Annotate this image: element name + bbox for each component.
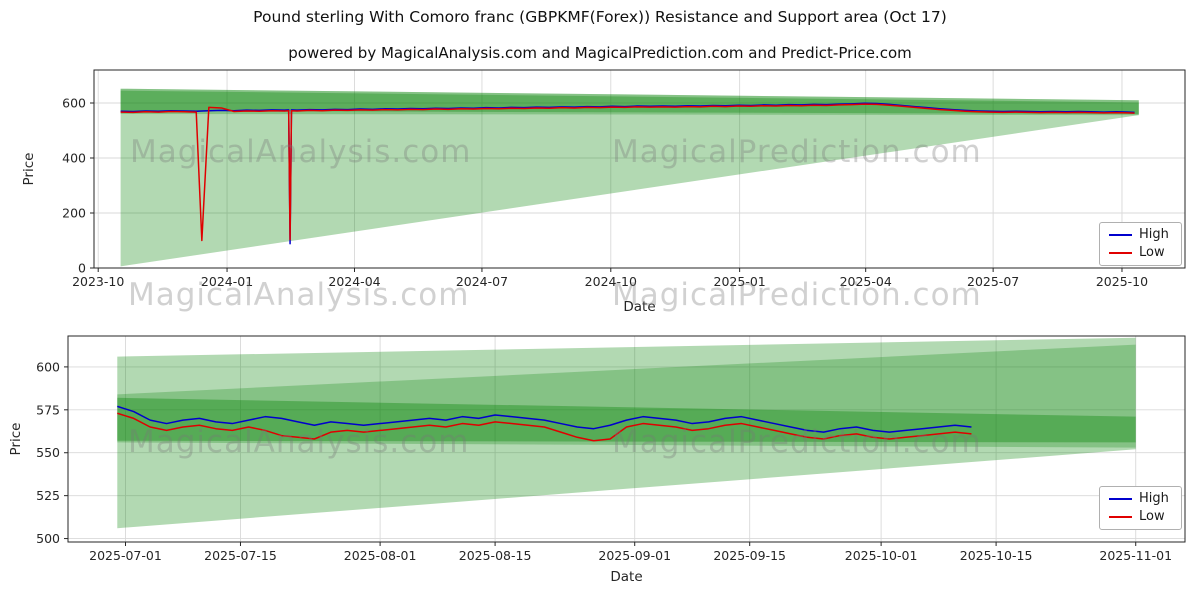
legend-label-high: High <box>1139 491 1169 506</box>
y-tick-label: 200 <box>62 206 86 221</box>
series-line-high <box>120 102 1135 245</box>
x-axis-label: Date <box>623 299 655 315</box>
x-tick-label: 2024-01 <box>201 274 253 289</box>
y-tick-label: 600 <box>36 359 60 374</box>
low-line-swatch <box>1109 252 1132 254</box>
y-tick-label: 400 <box>62 151 86 166</box>
y-tick-label: 525 <box>36 488 60 503</box>
x-tick-label: 2025-01 <box>714 274 766 289</box>
x-tick-label: 2025-09-01 <box>598 548 671 563</box>
x-tick-label: 2025-08-15 <box>459 548 532 563</box>
series-line-low <box>117 412 972 442</box>
x-tick-label: 2025-07-15 <box>204 548 277 563</box>
high-line-swatch <box>1109 234 1132 236</box>
x-tick-label: 2024-07 <box>456 274 508 289</box>
legend-top-chart: High Low <box>1099 222 1182 266</box>
x-tick-label: 2024-10 <box>585 274 637 289</box>
chart-subtitle: powered by MagicalAnalysis.com and Magic… <box>288 44 912 62</box>
x-tick-label: 2025-10-01 <box>845 548 918 563</box>
y-tick-label: 600 <box>62 96 86 111</box>
y-tick-label: 575 <box>36 402 60 417</box>
x-tick-label: 2025-08-01 <box>344 548 417 563</box>
legend-item-high: High <box>1109 228 1169 242</box>
x-tick-label: 2025-07-01 <box>89 548 162 563</box>
legend-item-low: Low <box>1109 510 1169 524</box>
low-line-swatch <box>1109 516 1132 518</box>
legend-item-high: High <box>1109 492 1169 506</box>
high-line-swatch <box>1109 498 1132 500</box>
plot-border <box>67 335 1186 543</box>
support-resistance-fan-light <box>117 337 1136 529</box>
legend-item-low: Low <box>1109 246 1169 260</box>
support-resistance-band-dark <box>120 90 1139 114</box>
x-tick-label: 2025-04 <box>840 274 892 289</box>
chart-long-term: 2023-10 2024-01 2024-04 2024-07 2024-10 2025-… <box>21 69 1186 315</box>
series-line-high <box>117 405 972 433</box>
x-tick-label: 2024-04 <box>328 274 380 289</box>
y-tick-label: 500 <box>36 531 60 546</box>
x-tick-label: 2025-09-15 <box>713 548 786 563</box>
x-tick-label: 2025-11-01 <box>1099 548 1172 563</box>
legend-bottom-chart: High Low <box>1099 486 1182 530</box>
x-tick-label: 2025-10-15 <box>960 548 1033 563</box>
series-line-low <box>120 103 1135 242</box>
plot-border <box>93 69 1186 269</box>
x-axis-label: Date <box>610 569 642 585</box>
legend-label-low: Low <box>1139 509 1165 524</box>
x-tick-label: 2025-10 <box>1096 274 1148 289</box>
chart-title: Pound sterling With Comoro franc (GBPKMF… <box>253 8 947 26</box>
legend-label-low: Low <box>1139 245 1165 260</box>
y-axis-label: Price <box>8 423 24 456</box>
y-tick-label: 0 <box>78 261 86 276</box>
x-tick-label: 2025-07 <box>967 274 1019 289</box>
y-axis-label: Price <box>21 153 37 186</box>
x-tick-label: 2023-10 <box>72 274 124 289</box>
y-tick-label: 550 <box>36 445 60 460</box>
legend-label-high: High <box>1139 227 1169 242</box>
support-resistance-fan-light <box>120 88 1139 267</box>
chart-recent: 2025-07-01 2025-07-15 2025-08-01 2025-08-15… <box>8 335 1186 585</box>
support-resistance-band-mid <box>117 344 1136 448</box>
